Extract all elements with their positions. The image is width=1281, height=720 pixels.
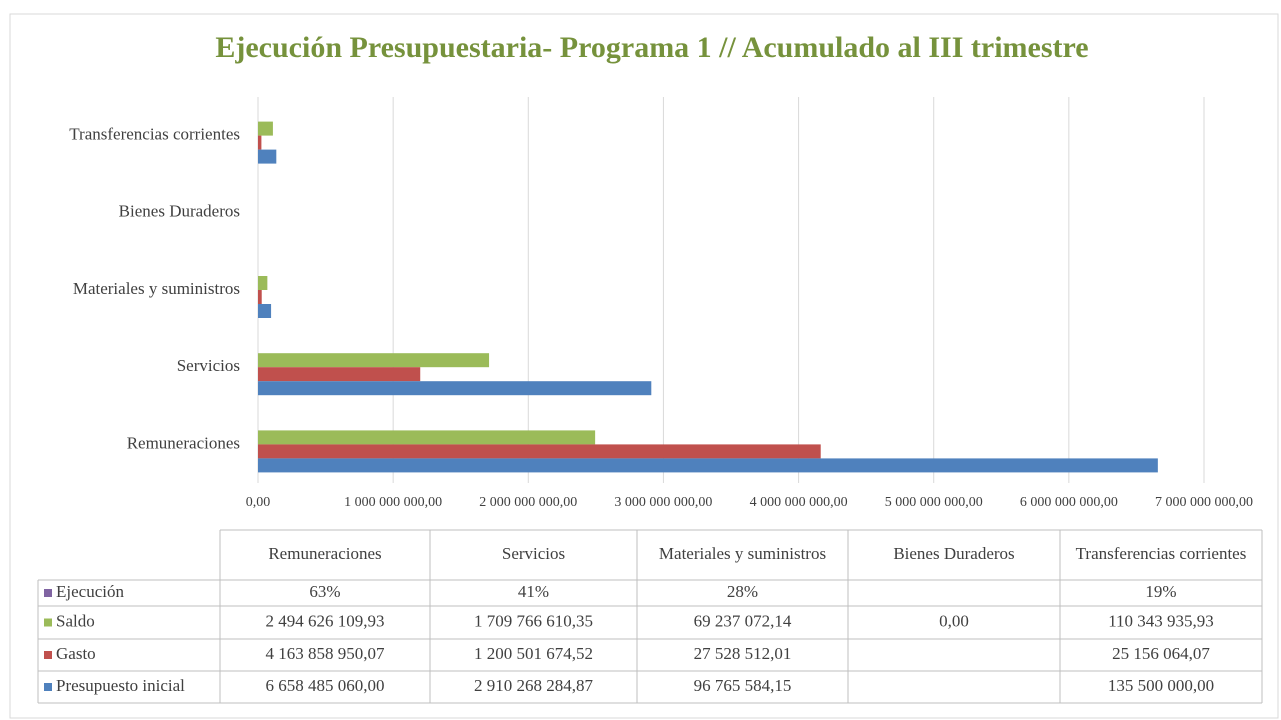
y-tick-label: Bienes Duraderos: [119, 202, 240, 221]
table-value: 1 200 501 674,52: [474, 644, 593, 663]
table-value: 2 494 626 109,93: [266, 611, 385, 630]
bar: [258, 149, 277, 164]
x-tick-label: 0,00: [246, 495, 271, 510]
x-tick-label: 7 000 000 000,00: [1155, 495, 1253, 510]
y-tick-label: Remuneraciones: [127, 433, 240, 452]
bar: [258, 290, 262, 304]
table-header: Materiales y suministros: [659, 544, 826, 563]
x-tick-label: 6 000 000 000,00: [1020, 495, 1118, 510]
table-value: 25 156 064,07: [1112, 644, 1210, 663]
bar: [258, 304, 272, 318]
table-value: 28%: [727, 582, 758, 601]
x-tick-label: 1 000 000 000,00: [344, 495, 442, 510]
bar: [258, 430, 596, 445]
bar: [258, 353, 490, 368]
bar: [258, 381, 652, 396]
table-value: 63%: [309, 582, 340, 601]
y-tick-label: Transferencias corrientes: [69, 125, 240, 144]
legend-label: Ejecución: [56, 582, 124, 601]
table-value: 19%: [1145, 582, 1176, 601]
x-tick-label: 4 000 000 000,00: [750, 495, 848, 510]
table-value: 110 343 935,93: [1108, 611, 1214, 630]
legend-swatch: [44, 589, 52, 597]
legend-label: Saldo: [56, 611, 95, 630]
table-value: 41%: [518, 582, 549, 601]
table-header: Remuneraciones: [268, 544, 381, 563]
legend-label: Presupuesto inicial: [56, 676, 185, 695]
y-tick-label: Materiales y suministros: [73, 279, 240, 298]
x-tick-label: 3 000 000 000,00: [614, 495, 712, 510]
chart-border: [9, 13, 1279, 719]
bar: [258, 444, 821, 459]
chart-title: Ejecución Presupuestaria- Programa 1 // …: [215, 31, 1088, 64]
table-value: 4 163 858 950,07: [266, 644, 386, 663]
legend-swatch: [44, 651, 52, 659]
x-tick-label: 5 000 000 000,00: [885, 495, 983, 510]
table-value: 0,00: [939, 611, 969, 630]
table-value: 69 237 072,14: [694, 611, 792, 630]
bar: [258, 121, 273, 136]
bar: [258, 135, 262, 150]
legend-swatch: [44, 683, 52, 691]
table-header: Servicios: [502, 544, 565, 563]
table-value: 1 709 766 610,35: [474, 611, 593, 630]
bar: [258, 458, 1158, 473]
legend-swatch: [44, 618, 52, 627]
y-tick-label: Servicios: [177, 356, 240, 375]
legend-label: Gasto: [56, 644, 96, 663]
table-value: 135 500 000,00: [1108, 676, 1214, 695]
x-tick-label: 2 000 000 000,00: [479, 495, 577, 510]
table-value: 2 910 268 284,87: [474, 676, 594, 695]
bar: [258, 276, 268, 290]
table-header: Transferencias corrientes: [1076, 544, 1247, 563]
table-value: 27 528 512,01: [694, 644, 792, 663]
table-value: 96 765 584,15: [694, 676, 792, 695]
bar: [258, 367, 421, 382]
table-value: 6 658 485 060,00: [266, 676, 385, 695]
table-header: Bienes Duraderos: [893, 544, 1014, 563]
